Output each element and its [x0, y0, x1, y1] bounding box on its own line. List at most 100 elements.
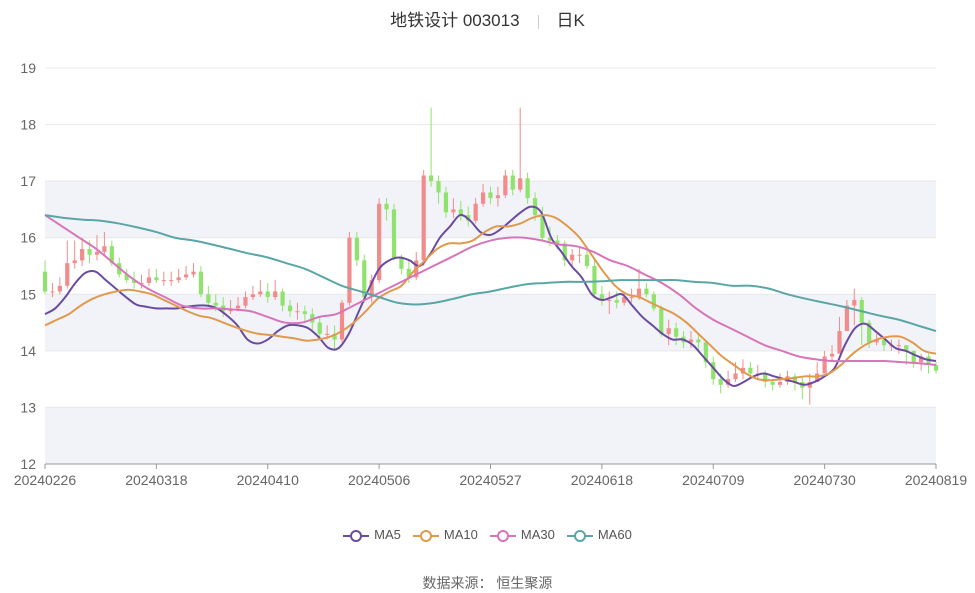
candle-body [295, 311, 300, 313]
candle-body [57, 285, 62, 292]
candle-body [562, 243, 567, 261]
candle-body [777, 381, 783, 385]
candle-body [325, 333, 330, 335]
x-tick-label: 20240709 [682, 472, 745, 488]
candle-body [933, 365, 939, 371]
candle-body [132, 280, 137, 283]
candle-body [659, 308, 664, 334]
candle-body [154, 277, 159, 281]
candle-body [495, 195, 501, 199]
legend-item-ma5[interactable]: MA5 [343, 527, 401, 542]
candle-body [629, 297, 634, 299]
y-tick-label: 16 [20, 230, 36, 246]
candle-body [317, 322, 322, 334]
candle-body [510, 175, 515, 190]
candle-body [80, 249, 85, 261]
x-tick-label: 20240618 [571, 472, 634, 488]
y-tick-label: 12 [20, 456, 36, 472]
candle-body [473, 203, 478, 221]
legend: MA5 MA10 MA30 MA60 [0, 527, 975, 542]
candle-body [844, 305, 849, 332]
candle-body [369, 280, 374, 298]
band [45, 407, 936, 464]
candle-body [577, 254, 582, 256]
candle-body [696, 339, 701, 343]
candle-body [733, 373, 738, 380]
candlestick-chart: 12 13 14 15 16 17 18 19 20240226 20240318 2024041… [14, 60, 968, 488]
candle-body [250, 294, 255, 298]
background-bands [45, 181, 936, 464]
candle-body [377, 203, 382, 281]
candle-body [488, 192, 493, 199]
candle-body [651, 294, 656, 309]
candle-body [198, 271, 204, 295]
x-tick-label: 20240410 [237, 472, 300, 488]
legend-label: MA30 [520, 527, 555, 542]
legend-label: MA10 [443, 527, 478, 542]
candle-body [867, 322, 872, 343]
legend-swatch [343, 529, 370, 542]
candle-body [94, 251, 100, 255]
candle-body [265, 291, 270, 298]
legend-item-ma10[interactable]: MA10 [412, 527, 478, 542]
legend-swatch [489, 529, 516, 542]
candle-body [525, 178, 530, 199]
y-tick-label: 19 [20, 60, 36, 76]
ma-line-ma5 [44, 205, 937, 387]
ma-line-ma10 [44, 214, 937, 382]
period-label: 日K [556, 11, 585, 30]
legend-item-ma60[interactable]: MA60 [566, 527, 632, 542]
candle-body [280, 291, 285, 306]
candle-body [139, 282, 144, 284]
legend-label: MA60 [597, 527, 632, 542]
candle-body [540, 215, 545, 238]
x-tick-label: 20240318 [125, 472, 188, 488]
candle-body [622, 297, 627, 303]
candle-body [436, 181, 441, 193]
candle-body [584, 254, 590, 266]
candle-body [87, 249, 92, 255]
candle-body [243, 297, 248, 306]
x-tick-label: 20240730 [793, 472, 856, 488]
candle-body [206, 294, 211, 303]
candle-body [570, 254, 575, 261]
candle-body [458, 209, 463, 216]
candle-body [391, 209, 397, 258]
candle-body [339, 302, 345, 340]
candle-body [273, 291, 278, 298]
candle-body [607, 299, 612, 301]
y-tick-label: 14 [20, 343, 36, 359]
candle-body [451, 209, 456, 213]
candle-body [881, 339, 887, 346]
data-source: 数据来源： 恒生聚源 [422, 575, 553, 591]
candle-body [770, 381, 775, 385]
band [45, 294, 936, 351]
candle-body [176, 277, 181, 281]
candle-body [666, 328, 671, 334]
candle-body [763, 373, 768, 382]
x-axis: 20240226 20240318 20240410 20240506 20240527… [14, 463, 968, 488]
candles [42, 107, 939, 405]
candle-body [904, 345, 909, 351]
x-tick-label: 20240819 [905, 472, 968, 488]
candle-body [347, 237, 352, 303]
candle-body [109, 246, 114, 264]
candle-body [354, 237, 359, 261]
candle-body [815, 373, 820, 382]
candle-body [807, 381, 812, 388]
candle-body [636, 288, 642, 298]
candle-body [792, 376, 798, 382]
legend-swatch [412, 529, 439, 542]
legend-item-ma30[interactable]: MA30 [489, 527, 555, 542]
x-tick-label: 20240226 [14, 472, 77, 488]
candle-body [674, 328, 679, 337]
y-axis: 12 13 14 15 16 17 18 19 [20, 60, 36, 472]
candle-body [213, 302, 218, 306]
candle-body [874, 339, 879, 343]
candle-body [146, 277, 152, 283]
candle-body [547, 237, 552, 241]
chart-title: 地铁设计 003013 日K [0, 6, 975, 31]
candle-body [161, 280, 166, 282]
candle-body [50, 291, 55, 293]
y-tick-label: 15 [20, 286, 36, 302]
